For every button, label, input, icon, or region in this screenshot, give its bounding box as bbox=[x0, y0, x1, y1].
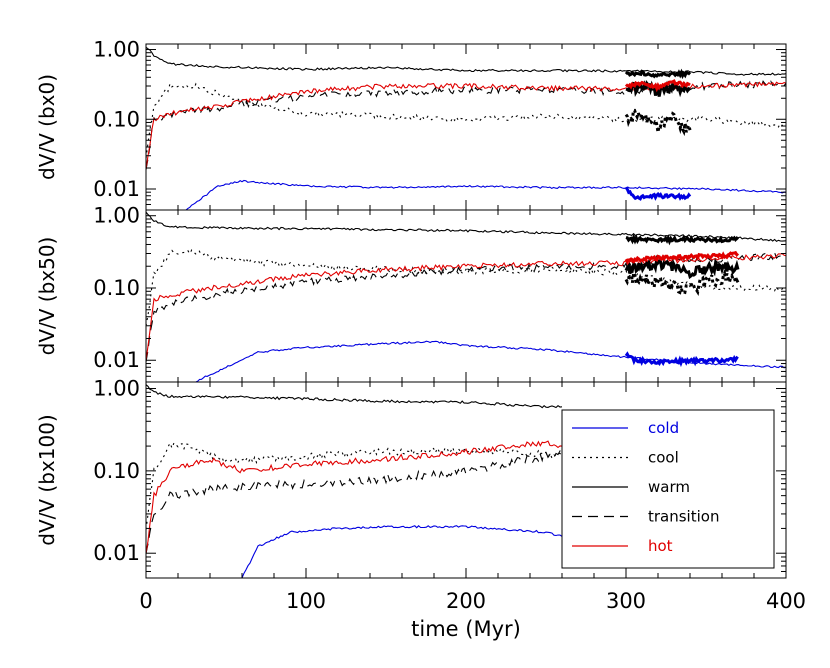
bold-series-transition-line bbox=[625, 80, 692, 98]
x-axis-label: time (Myr) bbox=[411, 617, 521, 641]
x-tick-label: 100 bbox=[286, 589, 326, 613]
y-tick-label: 1.00 bbox=[93, 38, 140, 62]
legend-label-warm: warm bbox=[648, 478, 690, 496]
y-tick-label: 0.10 bbox=[93, 459, 140, 483]
bold-series-warm-line bbox=[624, 68, 692, 80]
series-cool-line bbox=[146, 249, 786, 326]
panel-frame bbox=[145, 43, 787, 211]
bold-series-hot-line bbox=[624, 79, 691, 93]
series-transition-line bbox=[146, 80, 786, 170]
bold-series-cool-line bbox=[624, 106, 692, 137]
series-cool-line bbox=[146, 441, 563, 530]
series-warm-line bbox=[146, 211, 786, 242]
y-tick-label: 0.10 bbox=[93, 276, 140, 300]
x-tick-label: 300 bbox=[606, 589, 646, 613]
legend-label-cold: cold bbox=[648, 419, 679, 437]
bold-series-cold-line bbox=[624, 351, 739, 368]
y-tick-label: 1.00 bbox=[93, 204, 140, 228]
y-tick-label: 0.01 bbox=[93, 177, 140, 201]
bold-series-transition-line bbox=[624, 254, 740, 280]
y-tick-label: 0.01 bbox=[93, 348, 140, 372]
y-tick-label: 0.01 bbox=[93, 541, 140, 565]
bold-series-warm-line bbox=[625, 233, 740, 246]
y-axis-label: dV/V (bx0) bbox=[35, 74, 59, 180]
x-tick-label: 400 bbox=[766, 589, 806, 613]
bold-series-cool-line bbox=[624, 268, 740, 297]
y-axis-label: dV/V (bx50) bbox=[35, 237, 59, 356]
y-axis-label: dV/V (bx100) bbox=[35, 414, 59, 545]
series-cool-line bbox=[146, 82, 786, 159]
legend-label-transition: transition bbox=[648, 508, 719, 526]
bold-series-cold-line bbox=[624, 186, 692, 201]
series-hot-line bbox=[146, 253, 786, 361]
x-tick-label: 0 bbox=[139, 589, 152, 613]
series-transition-line bbox=[146, 449, 563, 554]
series-cold-line bbox=[185, 179, 786, 210]
bold-series-hot-line bbox=[624, 250, 740, 264]
series-hot-line bbox=[146, 440, 563, 554]
legend-label-cool: cool bbox=[648, 449, 679, 467]
x-tick-label: 200 bbox=[446, 589, 486, 613]
y-tick-label: 1.00 bbox=[93, 377, 140, 401]
y-tick-label: 0.10 bbox=[93, 107, 140, 131]
legend-label-hot: hot bbox=[648, 537, 673, 555]
series-cold-line bbox=[241, 525, 563, 578]
series-warm-line bbox=[146, 384, 563, 409]
legend-box bbox=[561, 409, 775, 569]
series-hot-line bbox=[146, 81, 786, 170]
series-transition-line bbox=[146, 250, 786, 362]
